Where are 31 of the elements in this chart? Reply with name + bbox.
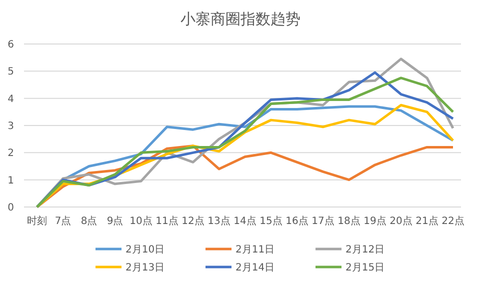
x-tick-label: 9点 bbox=[106, 215, 124, 227]
legend-label: 2月14日 bbox=[236, 262, 275, 274]
x-tick-label: 19点 bbox=[364, 215, 386, 227]
legend-label: 2月13日 bbox=[126, 262, 165, 274]
x-tick-label: 10点 bbox=[130, 215, 152, 227]
x-tick-label: 15点 bbox=[260, 215, 282, 227]
x-tick-label: 8点 bbox=[80, 215, 98, 227]
x-tick-label: 22点 bbox=[442, 215, 464, 227]
y-tick-label: 2 bbox=[8, 148, 14, 160]
y-tick-label: 3 bbox=[8, 121, 14, 132]
chart-title: 小寨商圈指数趋势 bbox=[180, 10, 300, 28]
legend-label: 2月10日 bbox=[126, 244, 165, 256]
x-tick-label: 13点 bbox=[208, 215, 230, 227]
x-tick-label: 7点 bbox=[54, 215, 72, 227]
y-tick-label: 4 bbox=[8, 94, 14, 105]
y-tick-label: 1 bbox=[8, 175, 14, 186]
x-tick-label: 20点 bbox=[390, 215, 412, 227]
y-tick-label: 0 bbox=[8, 202, 14, 214]
legend-label: 2月12日 bbox=[346, 244, 385, 256]
x-tick-label: 21点 bbox=[416, 215, 438, 227]
legend-label: 2月11日 bbox=[236, 244, 275, 256]
x-tick-label: 时刻 bbox=[27, 215, 47, 227]
x-tick-label: 17点 bbox=[312, 215, 334, 227]
x-tick-label: 16点 bbox=[286, 215, 308, 227]
x-tick-label: 12点 bbox=[182, 215, 204, 227]
y-tick-label: 6 bbox=[8, 40, 14, 50]
y-tick-label: 5 bbox=[8, 66, 14, 78]
legend-label: 2月15日 bbox=[346, 262, 385, 274]
x-tick-label: 11点 bbox=[156, 215, 178, 227]
x-tick-label: 14点 bbox=[234, 215, 256, 227]
x-tick-label: 18点 bbox=[338, 215, 360, 227]
